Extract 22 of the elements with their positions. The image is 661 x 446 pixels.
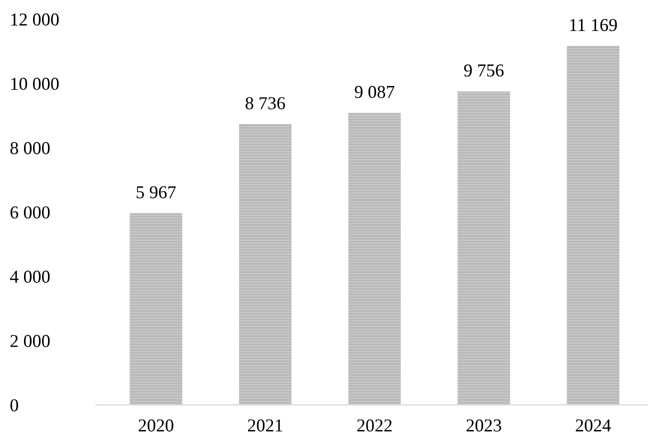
y-tick-label: 8 000: [10, 142, 50, 154]
bar: [239, 124, 292, 405]
bar: [566, 46, 620, 405]
y-tick-label: 0: [10, 399, 18, 412]
data-label: 9 087: [354, 86, 394, 98]
data-label: 9 756: [464, 64, 504, 77]
bar: [130, 213, 182, 405]
y-tick-label: 10 000: [11, 78, 59, 90]
y-tick-label: 12 000: [11, 13, 59, 26]
x-tick-label: 2020: [138, 419, 174, 432]
data-label: 8 736: [246, 97, 286, 110]
y-tick-label: 2 000: [10, 334, 50, 348]
y-tick-label: 4 000: [10, 270, 50, 283]
x-tick-label: 2022: [357, 419, 392, 432]
y-tick-label: 6 000: [10, 206, 50, 219]
x-tick-label: 2021: [248, 419, 282, 432]
data-label: 5 967: [136, 186, 176, 198]
data-label: 11 169: [570, 18, 617, 32]
bar: [458, 91, 510, 405]
x-tick-label: 2024: [576, 419, 611, 432]
bar: [348, 112, 401, 405]
x-tick-label: 2023: [466, 419, 502, 432]
